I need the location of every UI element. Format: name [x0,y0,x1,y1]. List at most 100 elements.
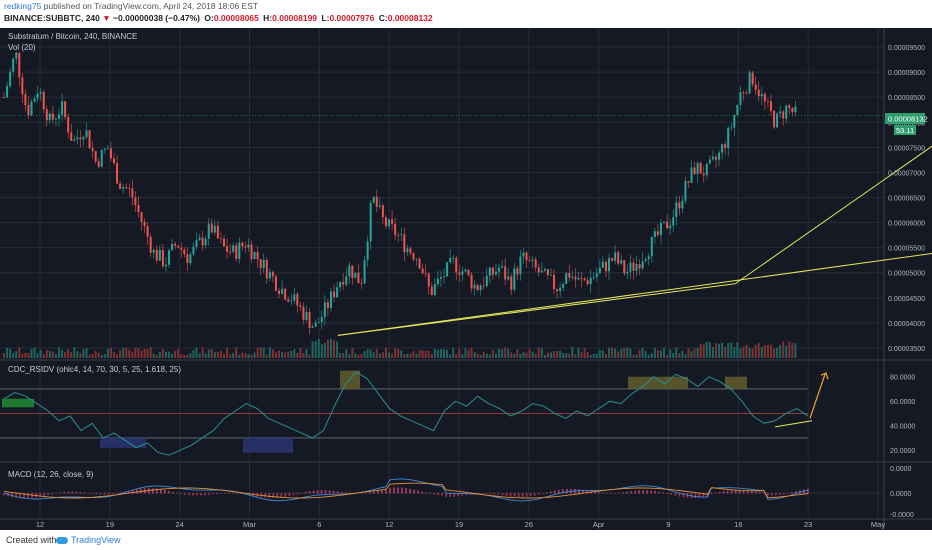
rsi-trendline [774,420,813,428]
macd-histogram-bar [308,491,311,494]
volume-bar [6,347,9,358]
candle-body [565,273,568,284]
volume-bar [164,351,167,358]
macd-histogram-bar [513,493,516,497]
candle-body [504,266,507,280]
volume-bar [357,354,360,358]
volume-bar [644,350,647,358]
volume-bar [757,342,760,358]
volume-bar [421,350,424,358]
macd-histogram-bar [55,493,58,494]
macd-histogram-bar [292,493,295,496]
macd-histogram-bar [795,491,797,494]
candle-body [461,271,464,275]
volume-bar [467,350,470,358]
candle-body [6,86,9,98]
macd-histogram-bar [497,493,500,495]
candle-body [721,144,724,153]
candle-body [626,271,629,274]
tradingview-logo[interactable]: TradingView [56,535,121,545]
volume-bar [311,341,314,358]
macd-histogram-bar [698,493,701,498]
macd-histogram-bar [168,490,170,494]
macd-histogram-bar [196,493,198,496]
candle-body [116,162,119,184]
candle-body [161,249,164,267]
macd-histogram-bar [320,490,323,494]
time-tick-label: 26 [525,520,533,529]
volume-bar [384,347,387,358]
candle-body [180,247,183,250]
candle-body [384,217,387,227]
time-tick-label: Apr [593,520,605,529]
candle-body [507,276,510,280]
volume-bar [88,354,91,358]
price-tick-label: 0.00008500 [888,95,925,102]
volume-bar [546,352,549,358]
chart-area[interactable]: 0.000095000.000090000.000085000.00008000… [0,28,932,530]
volume-bar [745,344,748,358]
rsi-tick-label: 20.0000 [890,448,915,455]
candle-body [113,158,116,163]
candle-body [611,258,614,261]
author-link[interactable]: redking75 [4,1,42,11]
rsi-line [3,371,809,456]
volume-bar [51,351,54,358]
volume-bar [675,347,678,358]
grid-lines [0,28,932,530]
candle-body [128,188,131,189]
volume-bar [128,349,131,358]
created-with-text: Created with [6,535,57,545]
macd-histogram-bar [553,490,556,494]
volume-bar [595,353,598,358]
volume-bar [70,352,73,358]
candle-body [58,114,61,119]
candle-body [336,287,339,298]
candle-body [745,92,748,94]
volume-bar [406,353,409,358]
volume-bar [183,354,186,358]
candle-body [656,231,659,236]
volume-bar [412,351,415,358]
candle-body [623,260,626,274]
candle-body [779,111,782,114]
candle-body [91,148,94,152]
volume-bar [498,348,501,358]
macd-histogram-bar [750,491,753,494]
volume-bar [418,350,421,358]
candle-body [226,246,229,252]
volume-bar [375,348,378,358]
macd-histogram-bar [276,493,279,498]
macd-histogram-bar [545,492,548,494]
candle-body [641,261,644,269]
candle-body [406,248,409,253]
candle-body [727,127,730,148]
macd-histogram-bar [437,493,439,496]
macd-histogram-bar [39,493,41,497]
price-tick-label: 0.00007500 [888,145,925,152]
macd-histogram-bar [666,493,669,494]
candle-body [293,294,296,301]
volume-bar [67,349,70,358]
candle-body [155,249,158,261]
candle-body [137,204,140,213]
macd-histogram-bar [730,490,733,494]
candle-body [210,223,213,233]
ohlc-line: BINANCE:SUBBTC, 240 ▼ −0.00000038 (−0.47… [4,13,433,23]
volume-bar [253,352,256,358]
candle-body [476,284,479,291]
volume-bar [134,347,137,358]
macd-histogram-bar [3,493,5,496]
candle-body [663,221,666,224]
volume-bar [446,349,449,358]
candle-body [650,236,653,257]
candle-body [278,290,281,294]
candle-body [302,306,305,320]
chart-svg[interactable]: 0.000095000.000090000.000085000.00008000… [0,28,932,530]
volume-bar [21,353,24,358]
macd-histogram-bar [381,490,383,494]
volume-bar [232,353,235,358]
candle-body [647,256,650,260]
macd-histogram-bar [626,491,628,494]
macd-histogram-bar [714,492,717,494]
